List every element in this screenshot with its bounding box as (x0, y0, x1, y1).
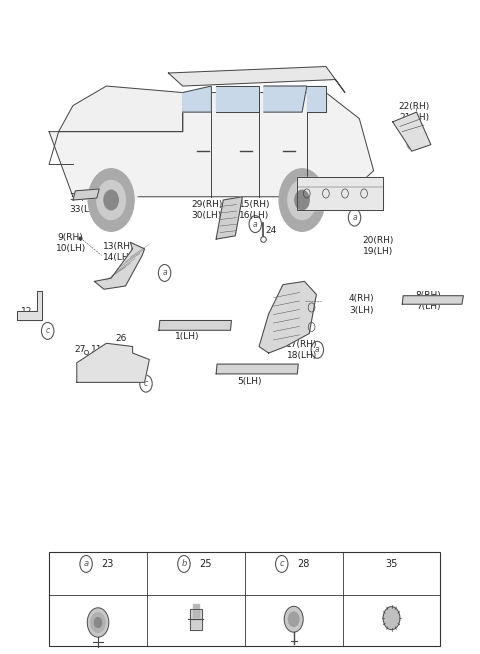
Text: a: a (352, 213, 357, 222)
Text: 13(RH)
14(LH): 13(RH) 14(LH) (103, 243, 134, 262)
Polygon shape (85, 194, 137, 211)
Bar (190, 609, 202, 630)
Text: a: a (162, 268, 167, 277)
Circle shape (295, 190, 309, 210)
Polygon shape (17, 291, 42, 320)
Text: 25: 25 (199, 559, 212, 569)
Circle shape (279, 169, 325, 232)
Text: 22(RH)
21(LH): 22(RH) 21(LH) (398, 102, 430, 122)
Text: 2(RH)
1(LH): 2(RH) 1(LH) (175, 320, 200, 341)
Polygon shape (264, 86, 307, 112)
Text: 12: 12 (21, 307, 32, 317)
Text: 9(RH)
10(LH): 9(RH) 10(LH) (56, 233, 86, 252)
Text: 26: 26 (115, 334, 126, 343)
Text: a: a (84, 559, 89, 568)
Polygon shape (216, 364, 298, 374)
Polygon shape (49, 93, 373, 197)
Polygon shape (259, 281, 316, 353)
Polygon shape (77, 343, 149, 383)
Circle shape (288, 181, 316, 220)
Text: 20(RH)
19(LH): 20(RH) 19(LH) (363, 236, 394, 256)
Circle shape (284, 606, 303, 632)
Polygon shape (297, 177, 383, 210)
Bar (49, 552, 441, 646)
Polygon shape (159, 320, 231, 330)
Text: a: a (253, 220, 258, 229)
Polygon shape (95, 243, 144, 289)
Circle shape (97, 181, 125, 220)
Text: 29(RH)
30(LH): 29(RH) 30(LH) (191, 200, 222, 220)
Polygon shape (393, 112, 431, 151)
Text: a: a (315, 345, 320, 354)
Polygon shape (73, 189, 99, 200)
Text: 28: 28 (297, 559, 310, 569)
Text: 24: 24 (265, 226, 276, 235)
Circle shape (288, 612, 299, 627)
Text: 6(RH)
5(LH): 6(RH) 5(LH) (237, 366, 263, 386)
Text: 27: 27 (74, 345, 86, 354)
Text: 35: 35 (385, 559, 398, 569)
Text: 11: 11 (91, 345, 103, 354)
Text: a: a (410, 137, 415, 146)
Circle shape (104, 190, 118, 210)
Circle shape (87, 608, 109, 637)
Polygon shape (402, 296, 463, 304)
Circle shape (91, 613, 105, 632)
Polygon shape (59, 86, 183, 131)
Circle shape (88, 169, 134, 232)
Text: 4(RH)
3(LH): 4(RH) 3(LH) (349, 294, 374, 315)
Text: c: c (144, 379, 148, 388)
Text: 23: 23 (101, 559, 114, 569)
Polygon shape (216, 197, 242, 239)
Bar (193, 604, 199, 617)
Circle shape (383, 607, 400, 630)
Polygon shape (168, 67, 345, 93)
Text: c: c (279, 559, 284, 568)
Circle shape (95, 617, 102, 627)
Text: 31(RH)
32(LH): 31(RH) 32(LH) (288, 177, 320, 198)
Text: 15(RH)
16(LH): 15(RH) 16(LH) (239, 200, 270, 220)
Polygon shape (307, 86, 326, 112)
Polygon shape (183, 86, 211, 112)
Text: 17(RH)
18(LH): 17(RH) 18(LH) (286, 340, 318, 360)
Text: 34(RH)
33(LH): 34(RH) 33(LH) (69, 194, 101, 214)
Text: 8(RH)
7(LH): 8(RH) 7(LH) (416, 291, 442, 311)
Text: b: b (181, 559, 187, 568)
Polygon shape (216, 86, 259, 112)
Text: c: c (46, 326, 50, 336)
